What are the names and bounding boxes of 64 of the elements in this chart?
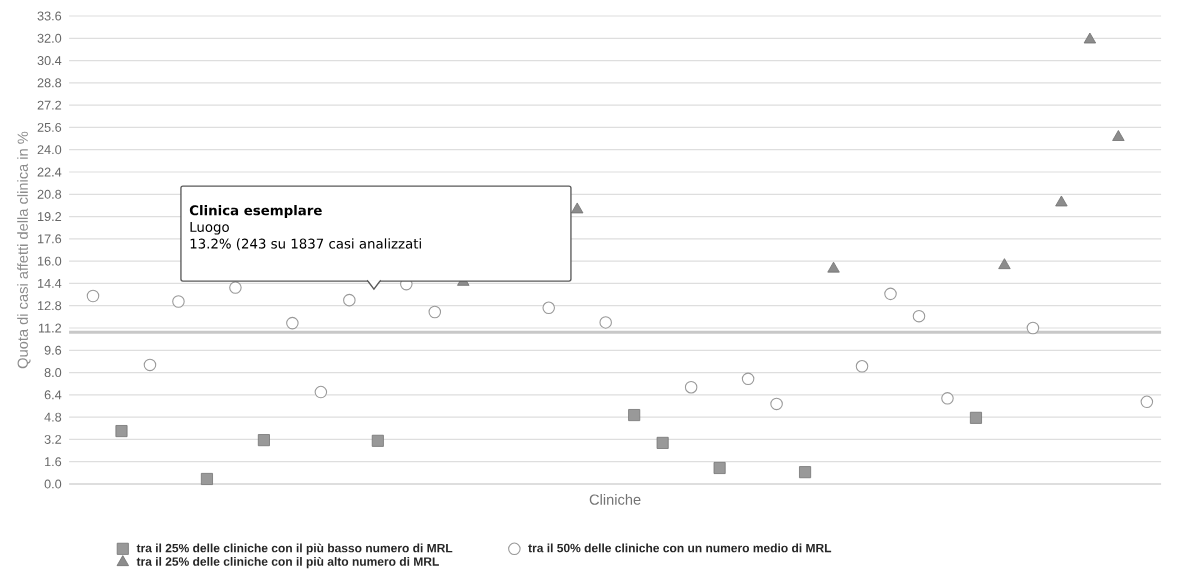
point xyxy=(542,301,555,315)
annotation: 13.2% (243 su 1837 casi analizzati xyxy=(190,238,421,251)
y-axis-title: Quota di casi affetti della clinica in % xyxy=(17,131,31,369)
point xyxy=(343,293,356,307)
point xyxy=(143,358,157,372)
y-tick-label: 24.0 xyxy=(37,145,62,155)
y-tick-label: 4.8 xyxy=(44,412,62,422)
point xyxy=(684,380,698,394)
point xyxy=(200,472,213,485)
point xyxy=(371,434,384,447)
y-tick-label: 17.6 xyxy=(38,234,62,244)
point xyxy=(1055,195,1068,207)
y-tick-label: 8.0 xyxy=(44,368,62,378)
point xyxy=(941,392,954,405)
y-tick-label: 20.8 xyxy=(37,189,62,199)
point xyxy=(713,461,726,474)
point xyxy=(314,385,328,399)
y-tick-label: 33.6 xyxy=(37,11,62,21)
legend-label: tra il 50% delle cliniche con un numero medio di MRL xyxy=(528,543,832,553)
point xyxy=(286,316,299,330)
y-tick-label: 16.0 xyxy=(38,256,62,266)
point xyxy=(998,258,1011,270)
y-tick-label: 12.8 xyxy=(38,301,62,311)
point xyxy=(656,436,669,449)
y-tick-label: 11.2 xyxy=(38,323,62,333)
point xyxy=(86,289,100,303)
legend-label: tra il 25% delle cliniche con il più basso numero di MRL xyxy=(136,543,453,555)
y-tick-label: 0.0 xyxy=(44,479,62,489)
point xyxy=(428,305,442,319)
point xyxy=(1026,321,1040,335)
y-tick-label: 6.4 xyxy=(44,390,62,400)
point xyxy=(770,397,783,411)
point xyxy=(884,287,897,301)
y-tick-label: 30.4 xyxy=(37,56,62,66)
point xyxy=(855,360,869,373)
y-tick-label: 1.6 xyxy=(45,457,62,467)
y-tick-label: 3.2 xyxy=(44,434,62,444)
x-axis-title: Cliniche xyxy=(589,494,641,505)
y-tick-label: 9.6 xyxy=(44,345,62,355)
point xyxy=(912,309,926,323)
point xyxy=(257,434,270,447)
annotation: Clinica esemplare xyxy=(189,204,322,218)
y-tick-label: 32.0 xyxy=(37,33,62,43)
point xyxy=(115,425,128,438)
point xyxy=(799,466,812,479)
point xyxy=(172,295,185,308)
y-tick-label: 22.4 xyxy=(37,167,62,177)
y-tick-label: 28.8 xyxy=(37,78,62,88)
point xyxy=(628,409,641,422)
legend-label: tra il 25% delle cliniche con il più alto numero di MRL xyxy=(136,556,439,569)
y-tick-label: 19.2 xyxy=(38,212,62,222)
y-tick-label: 14.4 xyxy=(38,279,62,288)
point xyxy=(599,316,612,329)
point xyxy=(571,202,584,214)
point xyxy=(1112,130,1125,141)
annotation: Luogo xyxy=(190,222,229,235)
point xyxy=(1083,32,1097,44)
y-tick-label: 27.2 xyxy=(37,100,62,110)
y-tick-label: 25.6 xyxy=(37,122,62,132)
point xyxy=(229,281,242,294)
point xyxy=(969,411,982,424)
point xyxy=(827,261,840,273)
point xyxy=(741,372,755,386)
point xyxy=(1140,395,1154,409)
